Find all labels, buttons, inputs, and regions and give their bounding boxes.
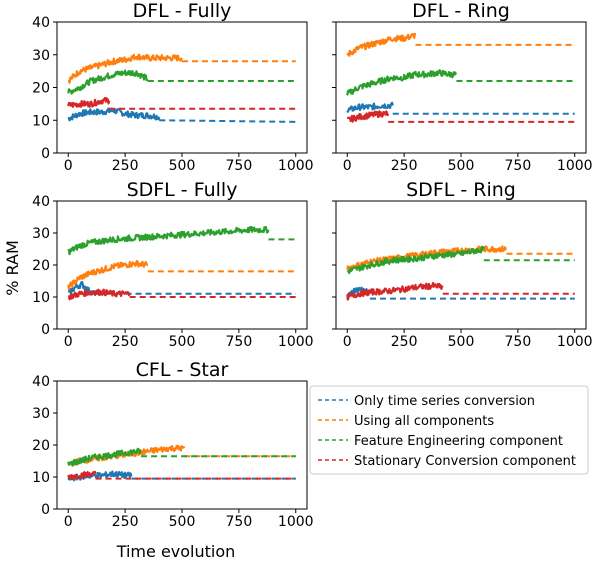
series-line-using-all-components (67, 259, 149, 291)
panel-title: DFL - Fully (133, 0, 232, 22)
y-tick-label: 0 (41, 146, 50, 162)
legend: Only time series conversion Using all com… (309, 385, 589, 475)
series-line-stationary-conversion-component (67, 470, 97, 481)
x-tick-label: 1000 (278, 514, 314, 530)
x-tick-label: 1000 (557, 158, 593, 174)
x-tick-label: 500 (448, 334, 475, 350)
legend-label-using-all-components: Using all components (354, 414, 494, 429)
y-tick-label: 10 (32, 470, 50, 486)
x-tick-label: 500 (169, 158, 196, 174)
legend-label-stationary-conversion-component: Stationary Conversion component (354, 454, 576, 469)
x-tick-label: 250 (112, 334, 139, 350)
panel-dfl-ring: DFL - Ring 0 250 500 750 1000 (332, 0, 593, 174)
y-tick-label: 40 (32, 194, 50, 210)
x-tick-label: 500 (169, 334, 196, 350)
series-line-only-time-series-conversion (346, 101, 394, 114)
x-tick-label: 0 (343, 334, 352, 350)
panel-title: SDFL - Ring (406, 179, 516, 201)
y-tick-label: 40 (32, 15, 50, 31)
series-line-feature-engineering-component (346, 69, 458, 96)
axes-frame (56, 21, 308, 154)
series-line-stationary-conversion-component (346, 110, 390, 123)
series-line-feature-engineering-component (346, 245, 485, 275)
series-line-feature-engineering-component (67, 225, 270, 256)
series-line-only-time-series-conversion (67, 107, 161, 122)
x-tick-label: 500 (169, 514, 196, 530)
y-tick-label: 30 (32, 406, 50, 422)
legend-label-only-time-series-conversion: Only time series conversion (354, 394, 535, 409)
x-tick-label: 250 (112, 514, 139, 530)
series-line-using-all-components (67, 53, 183, 84)
legend-label-feature-engineering-component: Feature Engineering component (354, 434, 563, 449)
panel-title: DFL - Ring (412, 0, 510, 22)
y-tick-label: 20 (32, 438, 50, 454)
series-line-using-all-components (346, 32, 417, 57)
y-tick-label: 40 (32, 374, 50, 390)
y-tick-label: 30 (32, 226, 50, 242)
series-line-feature-engineering-component (67, 447, 142, 467)
y-tick-label: 20 (32, 81, 50, 97)
panel-sdfl-ring: SDFL - Ring 0 250 500 750 1000 (332, 179, 593, 350)
x-tick-label: 1000 (278, 334, 314, 350)
y-tick-label: 0 (41, 322, 50, 338)
legend-box (309, 385, 589, 475)
x-tick-label: 750 (505, 334, 532, 350)
y-tick-label: 20 (32, 258, 50, 274)
x-tick-label: 0 (64, 334, 73, 350)
y-axis-label: % RAM (3, 240, 22, 296)
axes-frame (56, 380, 308, 510)
y-tick-label: 0 (41, 502, 50, 518)
x-tick-label: 750 (226, 514, 253, 530)
x-axis-label: Time evolution (116, 542, 236, 561)
series-plateau-only-time-series-conversion (159, 119, 296, 123)
x-tick-label: 250 (391, 158, 418, 174)
x-tick-label: 750 (505, 158, 532, 174)
y-tick-label: 30 (32, 48, 50, 64)
series-line-stationary-conversion-component (67, 288, 131, 301)
x-tick-label: 0 (64, 514, 73, 530)
x-tick-label: 500 (448, 158, 475, 174)
series-line-feature-engineering-component (67, 69, 149, 95)
series-line-stationary-conversion-component (346, 281, 444, 301)
series-line-stationary-conversion-component (67, 96, 111, 108)
x-tick-label: 0 (64, 158, 73, 174)
x-tick-label: 750 (226, 158, 253, 174)
x-tick-label: 250 (112, 158, 139, 174)
panel-cfl-star: CFL - Star 0 250 500 750 1000 0 10 20 30 40 (32, 359, 313, 530)
x-tick-label: 1000 (557, 334, 593, 350)
x-tick-label: 750 (226, 334, 253, 350)
y-tick-label: 10 (32, 290, 50, 306)
x-tick-label: 0 (343, 158, 352, 174)
axes-frame (56, 200, 308, 330)
x-tick-label: 250 (391, 334, 418, 350)
panel-title: SDFL - Fully (127, 179, 238, 201)
panel-title: CFL - Star (136, 359, 229, 381)
x-tick-label: 1000 (278, 158, 314, 174)
y-tick-label: 10 (32, 113, 50, 129)
panel-sdfl-fully: SDFL - Fully 0 250 500 750 1000 0 10 20 30 40 (32, 179, 313, 350)
panel-dfl-fully: DFL - Fully 0 250 500 750 1000 0 10 20 30 40 (32, 0, 313, 174)
